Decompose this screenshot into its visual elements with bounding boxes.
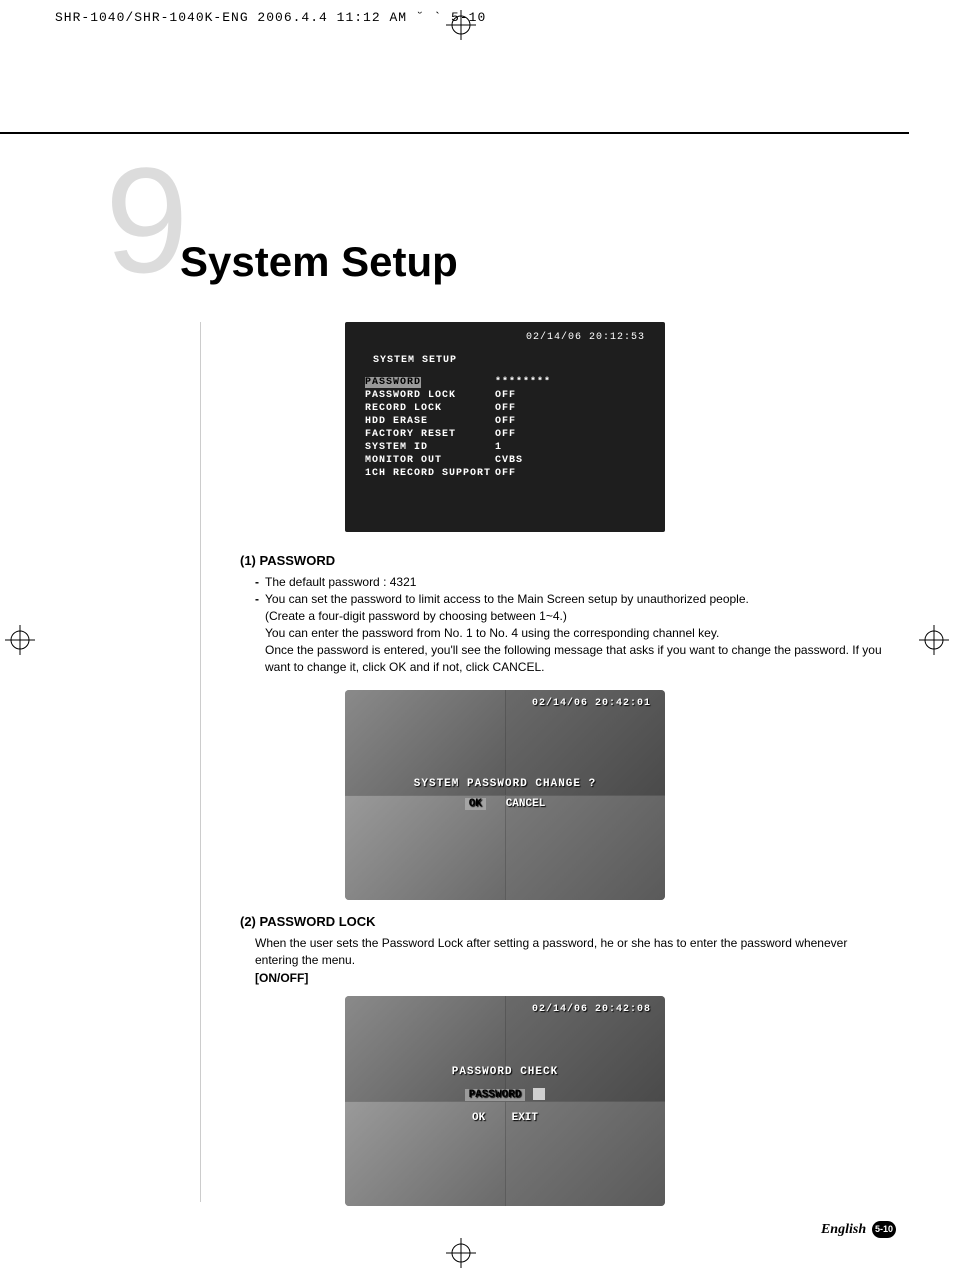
- password-label: PASSWORD: [465, 1089, 526, 1101]
- section-password: (1) PASSWORD -The default password : 432…: [240, 553, 890, 676]
- body-text: Once the password is entered, you'll see…: [265, 642, 890, 676]
- cancel-button: CANCEL: [506, 798, 546, 810]
- footer-language: English: [821, 1222, 866, 1237]
- menu-row: HDD ERASEOFF: [365, 415, 645, 428]
- dialog-buttons: OK EXIT: [345, 1112, 665, 1124]
- cropmark-right: [919, 625, 949, 655]
- body-text: (Create a four-digit password by choosin…: [265, 608, 890, 625]
- section-password-lock: (2) PASSWORD LOCK When the user sets the…: [240, 914, 890, 985]
- vertical-divider: [200, 322, 201, 1202]
- password-input-box: [533, 1088, 545, 1100]
- ok-button: OK: [472, 1112, 485, 1124]
- dialog-buttons: OK CANCEL: [345, 798, 665, 810]
- cropmark-left: [5, 625, 35, 655]
- ok-button: OK: [465, 798, 486, 810]
- body-text: When the user sets the Password Lock aft…: [255, 935, 890, 969]
- bullet-item: -The default password : 4321: [255, 574, 890, 591]
- horizontal-rule-top: [0, 132, 909, 134]
- menu-row: 1CH RECORD SUPPORTOFF: [365, 467, 645, 480]
- menu-row: MONITOR OUTCVBS: [365, 454, 645, 467]
- section-heading: (1) PASSWORD: [240, 553, 890, 568]
- exit-button: EXIT: [512, 1112, 538, 1124]
- screenshot-datetime: 02/14/06 20:42:08: [532, 1004, 651, 1015]
- password-input-row: PASSWORD: [345, 1088, 665, 1101]
- section-heading: (2) PASSWORD LOCK: [240, 914, 890, 929]
- screenshot-title: SYSTEM SETUP: [373, 355, 645, 366]
- password-check-screenshot: 02/14/06 20:42:08 PASSWORD CHECK PASSWOR…: [345, 996, 665, 1206]
- onoff-label: [ON/OFF]: [255, 971, 890, 985]
- chapter-title: System Setup: [180, 238, 458, 286]
- menu-row: PASSWORD********: [365, 376, 645, 389]
- page-footer: English 5-10: [821, 1220, 896, 1238]
- screenshot-datetime: 02/14/06 20:42:01: [532, 698, 651, 709]
- document-header: SHR-1040/SHR-1040K-ENG 2006.4.4 11:12 AM…: [55, 10, 486, 25]
- screenshot-datetime: 02/14/06 20:12:53: [365, 332, 645, 343]
- menu-row: SYSTEM ID1: [365, 441, 645, 454]
- cropmark-top: [446, 10, 476, 40]
- body-text: You can enter the password from No. 1 to…: [265, 625, 890, 642]
- bullet-item: -You can set the password to limit acces…: [255, 591, 890, 608]
- dialog-title: PASSWORD CHECK: [345, 1066, 665, 1078]
- menu-row: RECORD LOCKOFF: [365, 402, 645, 415]
- chapter-number: 9: [105, 145, 188, 295]
- menu-row: PASSWORD LOCKOFF: [365, 389, 645, 402]
- menu-row: FACTORY RESETOFF: [365, 428, 645, 441]
- password-change-screenshot: 02/14/06 20:42:01 SYSTEM PASSWORD CHANGE…: [345, 690, 665, 900]
- footer-page-badge: 5-10: [872, 1221, 896, 1238]
- system-setup-screenshot: 02/14/06 20:12:53 SYSTEM SETUP PASSWORD*…: [345, 322, 665, 532]
- cropmark-bottom: [446, 1238, 476, 1268]
- dialog-message: SYSTEM PASSWORD CHANGE ?: [345, 778, 665, 790]
